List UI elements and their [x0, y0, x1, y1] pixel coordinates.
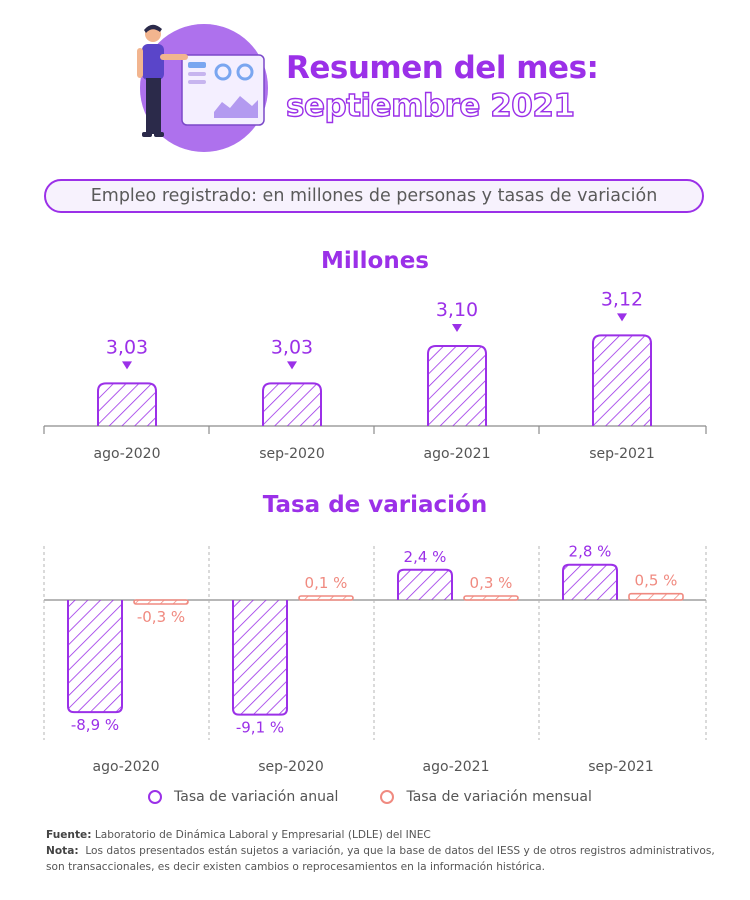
legend-circle-annual-icon	[148, 790, 162, 804]
bar-monthly	[628, 592, 684, 601]
legend-label-monthly: Tasa de variación mensual	[406, 789, 592, 805]
x-tick-label: sep-2020	[258, 759, 323, 775]
x-tick-label: ago-2020	[94, 446, 161, 462]
value-marker-icon	[287, 361, 297, 370]
data-label: 3,03	[271, 336, 313, 358]
x-tick-label: sep-2020	[259, 446, 324, 462]
bar-annual	[562, 563, 618, 600]
legend-label-annual: Tasa de variación anual	[174, 789, 339, 805]
chart1-title: Millones	[320, 248, 429, 274]
bar	[262, 382, 322, 426]
data-label-annual: 2,4 %	[404, 548, 447, 566]
data-label-annual: -9,1 %	[236, 719, 284, 737]
data-label-annual: -8,9 %	[71, 716, 119, 734]
data-label-monthly: 0,5 %	[635, 572, 678, 590]
subtitle-pill: Empleo registrado: en millones de person…	[44, 179, 704, 213]
hero-illustration	[137, 24, 268, 152]
data-label-monthly: -0,3 %	[137, 608, 185, 626]
note-text: Los datos presentados están sujetos a va…	[46, 845, 715, 873]
source-label: Fuente:	[46, 829, 92, 841]
bar-monthly	[133, 599, 189, 605]
value-marker-icon	[617, 313, 627, 322]
page-title-line2: septiembre 2021	[285, 87, 575, 124]
footnotes: Fuente: Laboratorio de Dinámica Laboral …	[46, 827, 716, 875]
bar-monthly	[463, 595, 519, 601]
source-text: Laboratorio de Dinámica Laboral y Empres…	[94, 829, 431, 841]
x-tick-label: ago-2020	[93, 759, 160, 775]
chart-variation-rate: -8,9 % -0,3 % ago-2020 -9,1 % 0,1 % sep-2020 2…	[43, 543, 707, 775]
source-line: Fuente: Laboratorio de Dinámica Laboral …	[46, 827, 716, 843]
page-title-line1: Resumen del mes:	[286, 50, 599, 86]
x-tick-label: sep-2021	[589, 446, 654, 462]
bar-annual	[67, 600, 123, 714]
subtitle-text: Empleo registrado: en millones de person…	[90, 186, 658, 206]
value-marker-icon	[452, 324, 462, 332]
data-label: 3,10	[436, 299, 478, 321]
note-label: Nota:	[46, 845, 79, 857]
data-label-annual: 2,8 %	[569, 543, 612, 561]
data-label: 3,03	[106, 336, 148, 358]
bar	[592, 334, 652, 426]
chart2-title: Tasa de variación	[262, 492, 488, 518]
legend-item-annual: Tasa de variación anual	[148, 789, 338, 805]
chart-millions: 3,03 ago-2020 3,03 sep-2020 3,10 ago-2021 3,12…	[43, 288, 707, 462]
value-marker-icon	[122, 361, 132, 370]
bar	[427, 345, 487, 426]
legend-circle-monthly-icon	[380, 790, 395, 804]
data-label: 3,12	[601, 288, 643, 310]
chart2-legend: Tasa de variación anual Tasa de variació…	[148, 789, 634, 805]
data-label-monthly: 0,3 %	[470, 574, 513, 592]
bar	[97, 382, 157, 426]
bar-annual	[232, 600, 288, 716]
x-tick-label: sep-2021	[588, 759, 653, 775]
data-label-monthly: 0,1 %	[305, 574, 348, 592]
legend-item-monthly: Tasa de variación mensual	[380, 789, 592, 805]
note-line: Nota: Los datos presentados están sujeto…	[46, 843, 716, 875]
x-tick-label: ago-2021	[424, 446, 491, 462]
x-tick-label: ago-2021	[423, 759, 490, 775]
bar-monthly	[298, 595, 354, 601]
bar-annual	[397, 568, 453, 600]
